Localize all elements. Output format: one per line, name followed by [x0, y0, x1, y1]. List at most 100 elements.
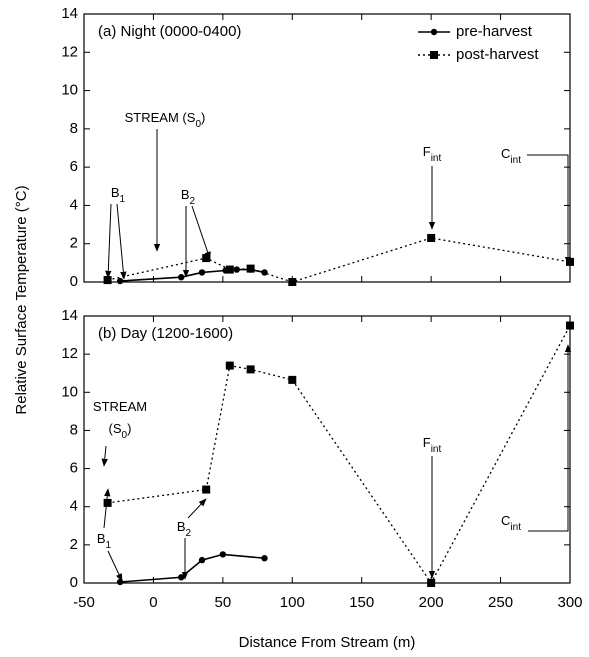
data-point	[198, 269, 206, 276]
data-point	[233, 266, 240, 273]
data-point	[261, 269, 268, 276]
annotation-subscript: int	[431, 444, 442, 455]
data-point	[103, 498, 112, 507]
legend-marker	[430, 51, 438, 59]
annotation: B1	[97, 531, 112, 550]
annotation: STREAM	[93, 399, 147, 414]
data-point	[225, 361, 234, 370]
annotation-subscript: 0	[195, 119, 201, 130]
annotation-text: B	[177, 519, 186, 534]
x-tick-label: 250	[488, 594, 513, 611]
data-point	[103, 276, 112, 285]
y-tick-label: 0	[70, 273, 78, 290]
x-tick-label: -50	[73, 594, 95, 611]
annotation-text: C	[501, 513, 510, 528]
data-point	[225, 265, 234, 274]
legend-label: post-harvest	[456, 46, 539, 63]
annotation: Cint	[501, 513, 521, 532]
data-point	[178, 574, 185, 581]
annotation-text: B	[181, 187, 190, 202]
annotation-arrow	[103, 488, 111, 529]
data-point	[261, 555, 268, 562]
y-tick-label: 0	[70, 574, 78, 591]
y-tick-label: 8	[70, 120, 78, 137]
data-point	[246, 264, 255, 273]
y-tick-label: 6	[70, 460, 78, 477]
y-tick-label: 12	[61, 345, 78, 362]
annotation-subscript: 2	[186, 528, 192, 539]
data-point	[246, 365, 255, 374]
x-tick-label: 100	[280, 594, 305, 611]
data-point	[202, 485, 211, 494]
y-tick-label: 4	[70, 196, 78, 213]
data-point	[427, 233, 436, 242]
annotation: Fint	[423, 144, 442, 163]
series-line	[107, 237, 571, 283]
series-line	[120, 268, 265, 282]
annotation-subscript: 1	[106, 540, 112, 551]
data-point	[178, 274, 185, 281]
series-line	[107, 325, 571, 585]
x-tick-label: 150	[349, 594, 374, 611]
annotation: STREAM (S0)	[125, 110, 206, 129]
annotation-arrow	[528, 344, 572, 532]
annotation-text: B	[97, 531, 106, 546]
y-tick-label: 14	[61, 307, 78, 324]
data-point	[288, 278, 297, 286]
data-point	[427, 579, 436, 587]
y-tick-label: 14	[61, 5, 78, 22]
annotation: B2	[181, 187, 196, 206]
annotation-arrow	[101, 445, 108, 467]
data-point	[566, 321, 574, 330]
y-tick-label: 10	[61, 383, 78, 400]
series-line	[120, 553, 265, 583]
annotation: Fint	[423, 435, 442, 454]
panel-title: (b) Day (1200-1600)	[98, 325, 233, 342]
data-point	[198, 556, 206, 564]
y-tick-label: 10	[61, 82, 78, 99]
annotation-arrow	[105, 203, 112, 279]
x-tick-label: 0	[149, 594, 157, 611]
data-point	[116, 277, 124, 285]
annotation-text: B	[111, 185, 120, 200]
plot-frame	[83, 315, 571, 584]
annotation-text: F	[423, 435, 431, 450]
y-axis-label: Relative Surface Temperature (°C)	[13, 185, 30, 414]
annotation-subscript: int	[510, 155, 521, 166]
y-tick-label: 8	[70, 421, 78, 438]
annotation-text: (S	[109, 421, 122, 436]
annotation-text: C	[501, 146, 510, 161]
y-tick-label: 2	[70, 235, 78, 252]
annotation-subscript: 2	[190, 196, 196, 207]
annotation: B2	[177, 519, 192, 538]
data-point	[116, 578, 124, 586]
annotation-subscript: int	[431, 153, 442, 164]
panel-title: (a) Night (0000-0400)	[98, 23, 241, 40]
y-tick-label: 12	[61, 43, 78, 60]
data-point	[288, 375, 297, 384]
annotation: (S0)	[109, 421, 132, 440]
data-point	[219, 551, 227, 558]
legend-label: pre-harvest	[456, 23, 533, 40]
annotation-subscript: int	[510, 522, 521, 533]
annotation-text: STREAM (S	[125, 110, 196, 125]
annotation-text: )	[127, 421, 131, 436]
annotation: B1	[111, 185, 126, 204]
x-tick-label: 50	[215, 594, 232, 611]
annotation-arrow	[527, 154, 572, 265]
x-tick-label: 200	[419, 594, 444, 611]
legend-marker	[430, 28, 438, 36]
annotation-arrow	[107, 550, 123, 582]
x-tick-label: 300	[557, 594, 582, 611]
y-tick-label: 4	[70, 498, 78, 515]
annotation-arrow	[187, 498, 207, 519]
annotation-text: )	[201, 110, 205, 125]
annotation-subscript: 0	[122, 430, 128, 441]
annotation-arrow	[116, 203, 127, 280]
data-point	[566, 257, 574, 266]
y-tick-label: 6	[70, 158, 78, 175]
annotation-arrow	[191, 205, 211, 260]
y-tick-label: 2	[70, 536, 78, 553]
plot-frame	[83, 13, 571, 283]
